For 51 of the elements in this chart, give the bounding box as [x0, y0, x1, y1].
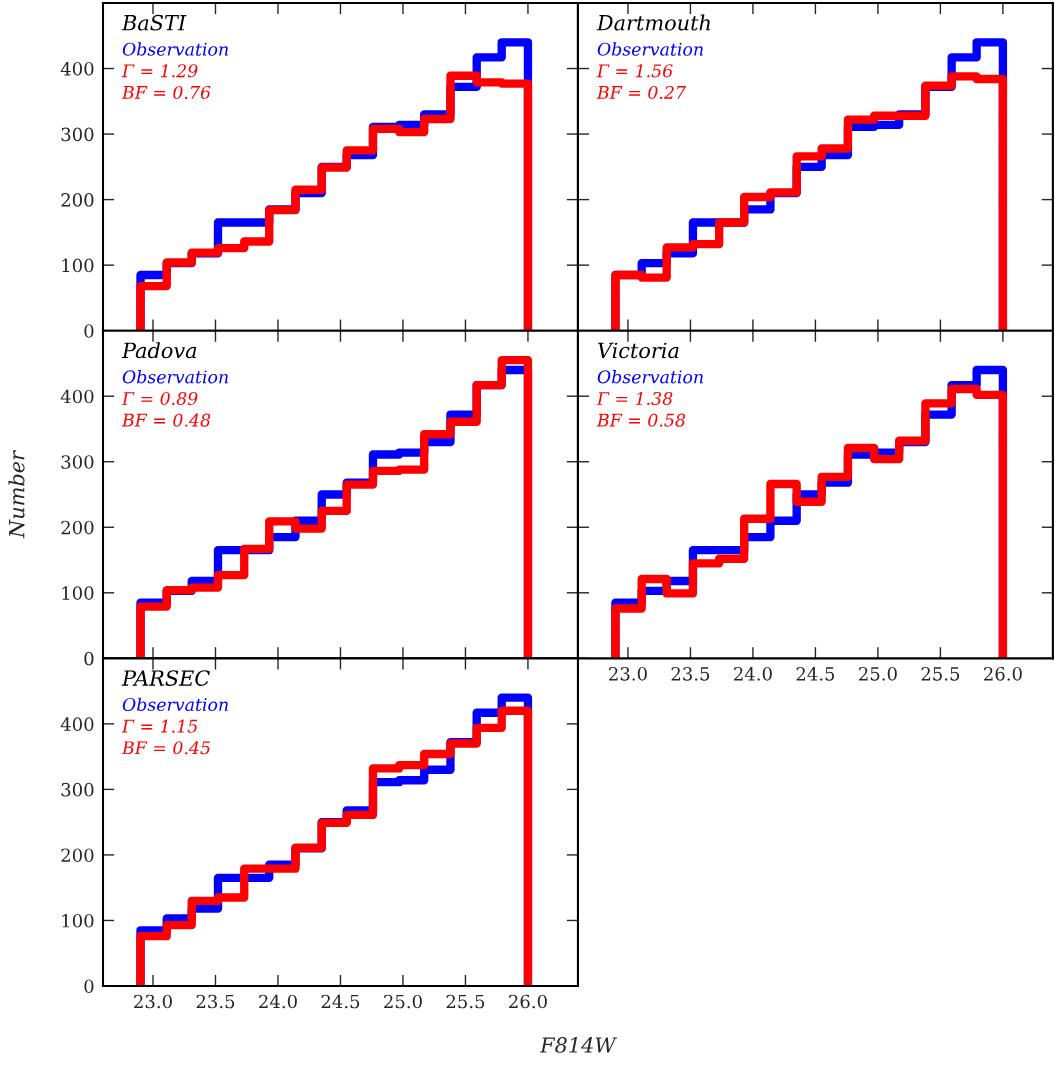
chart-title: PARSEC	[121, 670, 210, 686]
y-tick-label: 300	[61, 782, 94, 797]
annotation: Γ = 1.56	[596, 64, 673, 78]
x-tick-label: 25.5	[921, 666, 960, 681]
annotation: BF = 0.48	[121, 413, 211, 427]
annotation: BF = 0.58	[596, 413, 686, 427]
x-tick-label: 26.0	[984, 666, 1022, 681]
y-tick-label: 100	[62, 913, 94, 928]
y-tick-label: 0	[84, 324, 94, 338]
y-tick-label: 200	[61, 848, 94, 863]
x-tick-label: 23.5	[671, 666, 710, 681]
annotation: BF = 0.27	[596, 85, 686, 100]
y-tick-label: 300	[61, 127, 94, 142]
y-tick-label: 400	[60, 389, 94, 404]
y-tick-label: 0	[84, 651, 94, 666]
y-tick-label: 400	[60, 717, 94, 731]
annotation: BF = 0.45	[121, 741, 210, 755]
text: Observation	[122, 697, 228, 712]
y-tick-label: 100	[62, 258, 94, 273]
y-tick-label: 200	[61, 193, 94, 207]
chart-title: Padova	[121, 342, 197, 359]
chart-title: Victoria	[598, 342, 679, 359]
x-tick-label: 23.0	[134, 994, 172, 1009]
y-tick-label: 200	[61, 520, 94, 535]
x-tick-label: 25.5	[446, 994, 485, 1009]
x-tick-label: 23.5	[196, 994, 235, 1009]
x-tick-label: 24.0	[734, 666, 772, 681]
x-tick-label: 24.5	[796, 666, 835, 681]
annotation: Γ = 1.15	[121, 719, 198, 733]
text: Observation	[597, 42, 703, 56]
chart-title: BaSTI	[121, 14, 187, 31]
text: Observation	[122, 42, 228, 56]
y-tick-label: 300	[61, 455, 94, 469]
x-tick-label: 25.0	[859, 666, 897, 681]
y-axis-title: Number	[8, 449, 25, 539]
annotation: Γ = 1.38	[596, 391, 673, 406]
x-tick-label: 25.0	[384, 994, 422, 1009]
x-tick-label: 26.0	[509, 994, 547, 1009]
y-tick-label: 0	[84, 979, 94, 994]
x-tick-label: 24.0	[259, 994, 297, 1009]
x-tick-label: 23.0	[609, 666, 647, 681]
text: Observation	[597, 369, 703, 384]
x-axis-title: F814W	[539, 1037, 618, 1053]
y-tick-label: 400	[60, 61, 94, 76]
text: Observation	[122, 369, 228, 384]
chart-title: Dartmouth	[596, 14, 710, 31]
x-tick-label: 24.5	[321, 994, 360, 1009]
annotation: BF = 0.76	[121, 85, 211, 100]
y-tick-label: 100	[62, 586, 94, 600]
annotation: Γ = 0.89	[121, 391, 198, 406]
annotation: Γ = 1.29	[121, 64, 198, 78]
